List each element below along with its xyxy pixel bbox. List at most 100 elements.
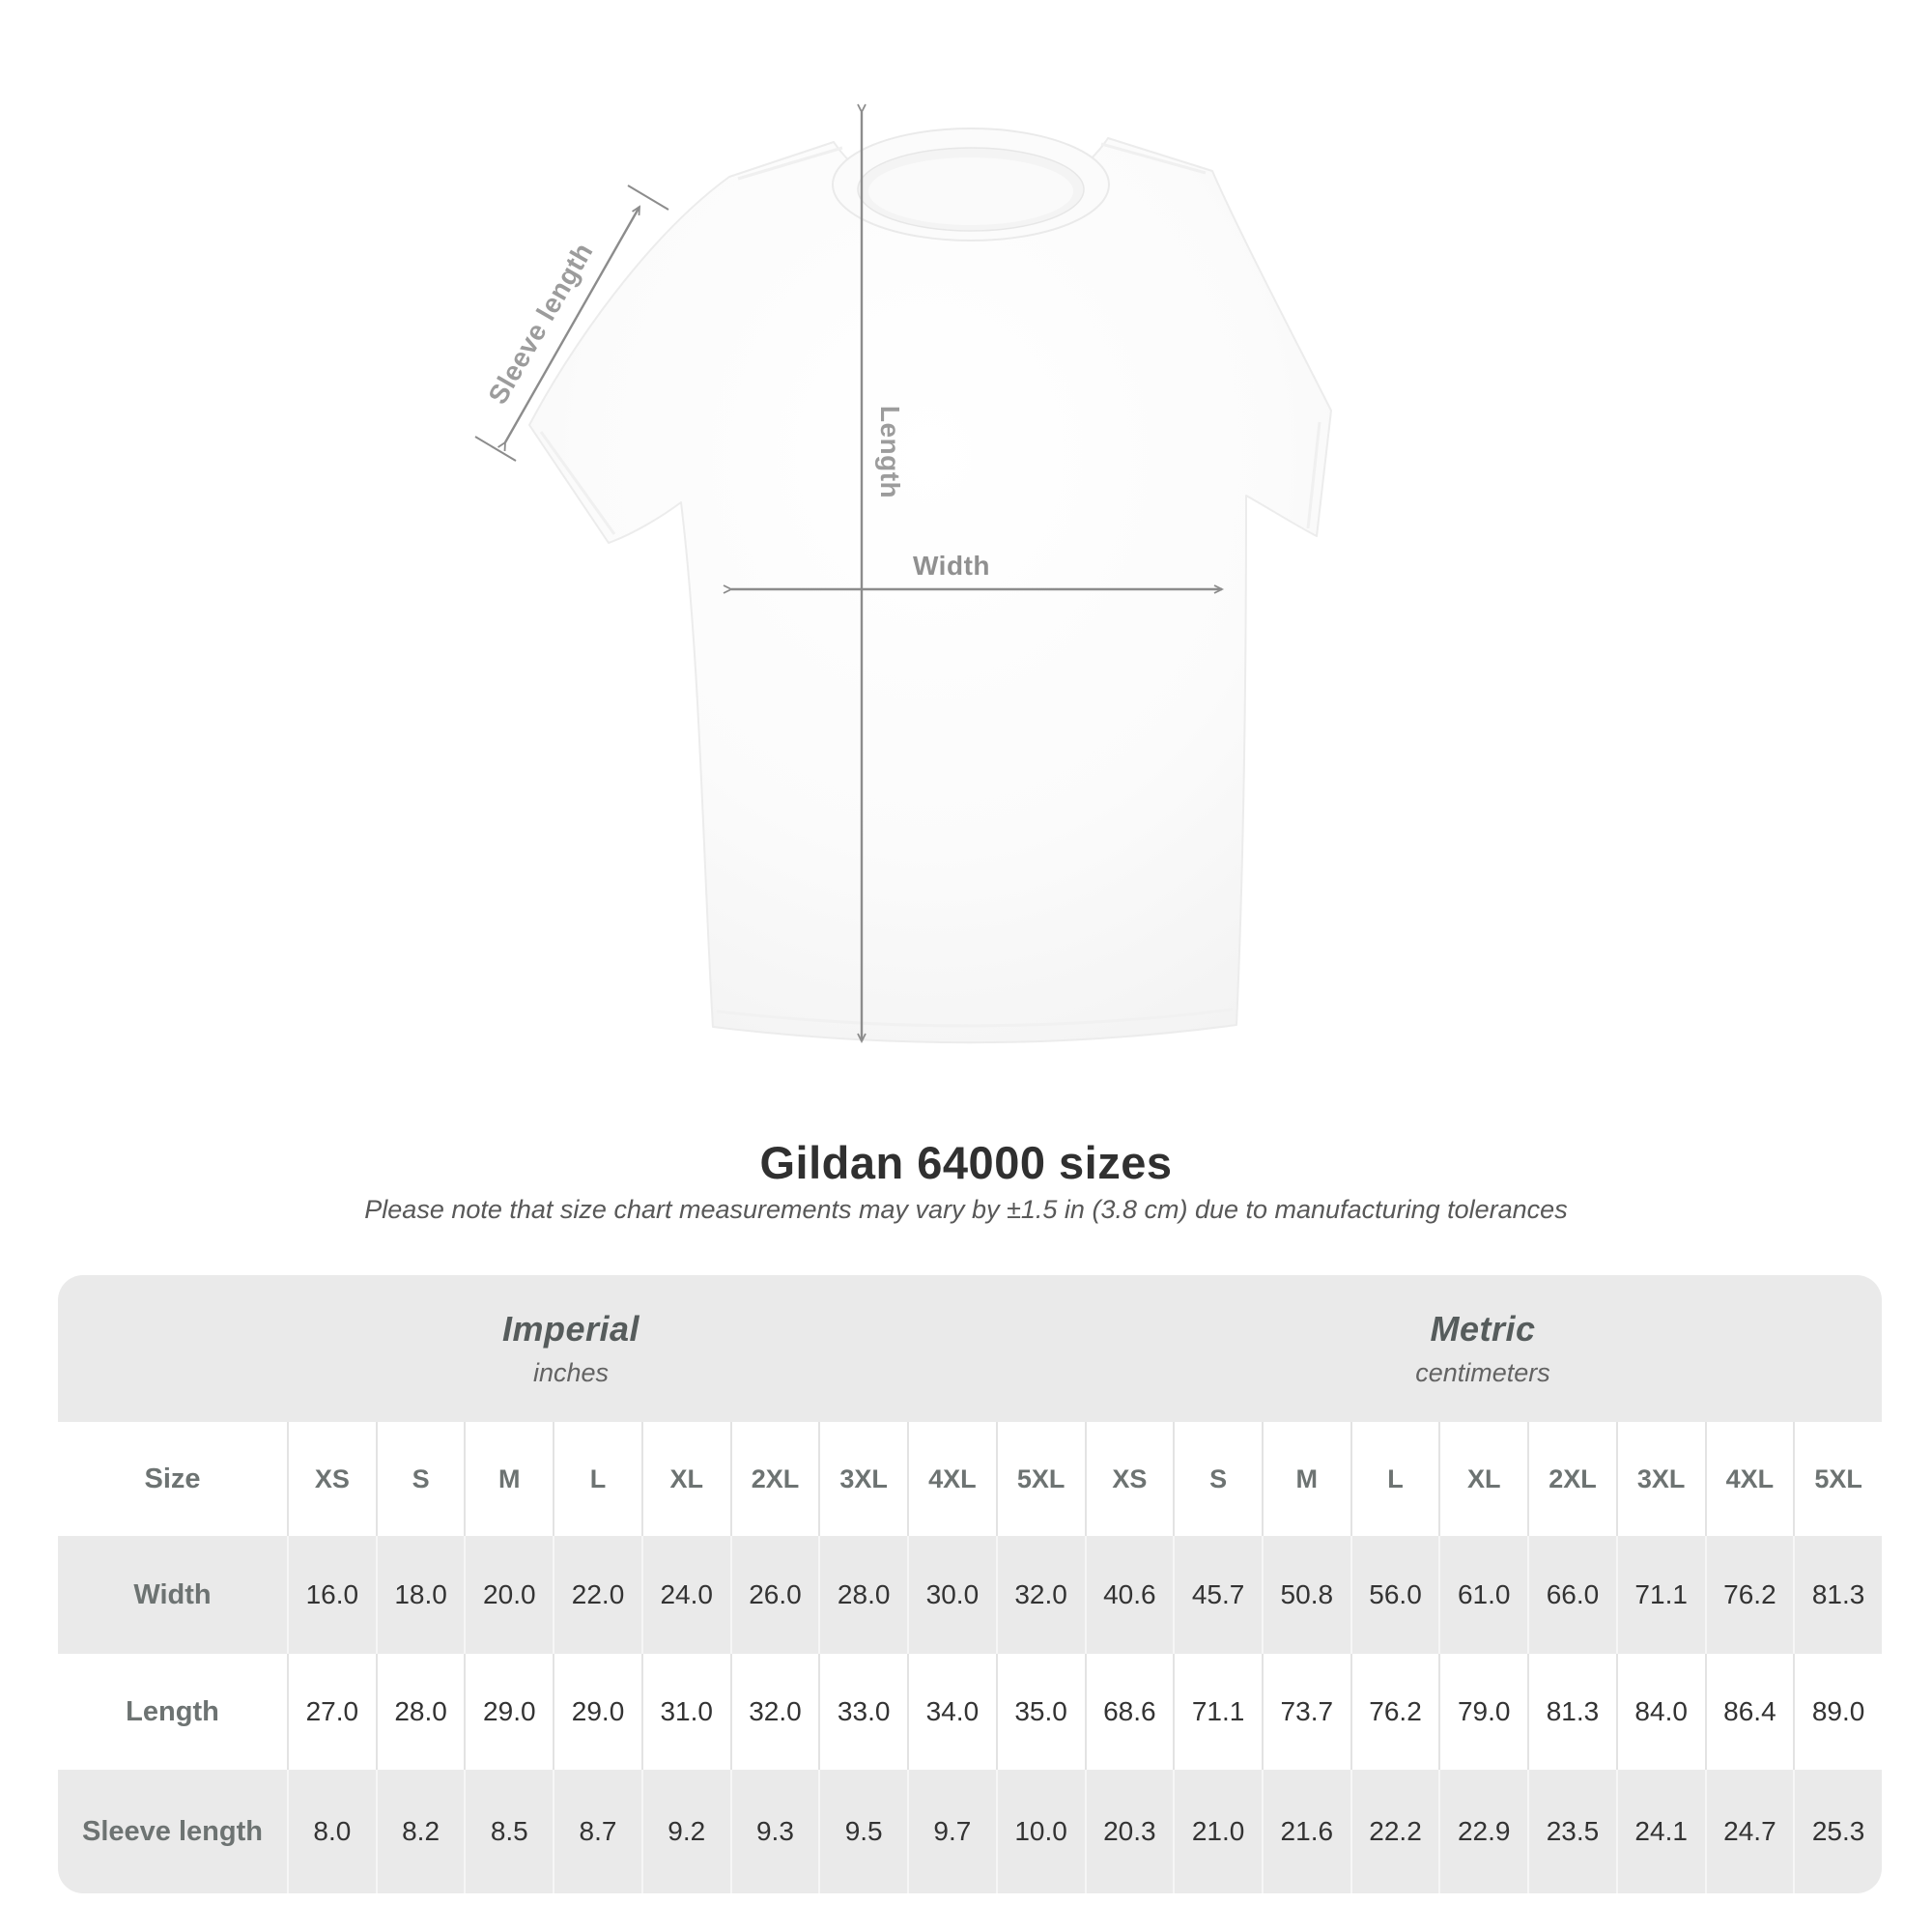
length-label: Length [875, 405, 905, 499]
length-value-cell: 28.0 [375, 1654, 465, 1770]
width-value-cell: 24.0 [640, 1536, 730, 1654]
sleeve-value-cell: 8.5 [464, 1770, 553, 1893]
width-value-cell: 28.0 [818, 1536, 907, 1654]
size-column-header: 4XL [1704, 1422, 1794, 1536]
width-row-label: Width [133, 1578, 212, 1610]
length-value-cell: 29.0 [464, 1654, 553, 1770]
length-value-cell: 81.3 [1527, 1654, 1616, 1770]
tolerance-note: Please note that size chart measurements… [364, 1195, 1568, 1224]
sleeve-value-cell: 10.0 [995, 1770, 1085, 1893]
length-value-cell: 27.0 [287, 1654, 376, 1770]
width-imperial-group: 16.0 18.0 20.0 22.0 24.0 26.0 28.0 30.0 32.0 [287, 1536, 1085, 1654]
sleeve-value-cell: 24.7 [1704, 1770, 1794, 1893]
length-row-label: Length [126, 1695, 219, 1727]
length-value-cell: 35.0 [995, 1654, 1085, 1770]
size-column-header: 5XL [995, 1422, 1085, 1536]
metric-unit: centimeters [1415, 1358, 1550, 1387]
sleeve-value-cell: 22.2 [1350, 1770, 1439, 1893]
size-column-header: 3XL [1615, 1422, 1705, 1536]
sleeve-row-label: Sleeve length [82, 1815, 263, 1847]
length-value-cell: 71.1 [1173, 1654, 1262, 1770]
imperial-title: Imperial [501, 1309, 640, 1349]
length-value-cell: 79.0 [1438, 1654, 1527, 1770]
sleeve-value-cell: 9.3 [729, 1770, 819, 1893]
sleeve-value-cell: 24.1 [1615, 1770, 1705, 1893]
size-diagram: Sleeve length Length Width [474, 103, 1332, 1044]
sleeve-value-cell: 21.6 [1261, 1770, 1350, 1893]
sleeve-value-cell: 22.9 [1438, 1770, 1527, 1893]
length-metric-group: 68.6 71.1 73.7 76.2 79.0 81.3 84.0 86.4 89.0 [1084, 1654, 1883, 1770]
length-value-cell: 73.7 [1261, 1654, 1350, 1770]
width-value-cell: 50.8 [1261, 1536, 1350, 1654]
size-column-header: XL [1438, 1422, 1527, 1536]
length-value-cell: 29.0 [553, 1654, 641, 1770]
sleeve-value-cell: 8.7 [553, 1770, 641, 1893]
width-value-cell: 81.3 [1793, 1536, 1882, 1654]
metric-header: Metric centimeters [1084, 1309, 1882, 1388]
width-value-cell: 16.0 [287, 1536, 376, 1654]
size-column-header: XS [1084, 1422, 1174, 1536]
sleeve-metric-group: 20.3 21.0 21.6 22.2 22.9 23.5 24.1 24.7 25.3 [1084, 1770, 1883, 1893]
size-column-header: 2XL [1527, 1422, 1616, 1536]
imperial-unit: inches [532, 1358, 610, 1387]
length-imperial-group: 27.0 28.0 29.0 29.0 31.0 32.0 33.0 34.0 35.0 [287, 1654, 1085, 1770]
sleeve-value-cell: 8.0 [287, 1770, 376, 1893]
sleeve-value-cell: 9.5 [818, 1770, 907, 1893]
width-value-cell: 40.6 [1084, 1536, 1174, 1654]
width-value-cell: 61.0 [1438, 1536, 1527, 1654]
size-column-header: XL [640, 1422, 730, 1536]
length-value-cell: 32.0 [729, 1654, 819, 1770]
size-column-header: M [1261, 1422, 1350, 1536]
length-value-cell: 76.2 [1350, 1654, 1439, 1770]
metric-sizes-group: XS S M L XL 2XL 3XL 4XL 5XL [1084, 1422, 1883, 1536]
size-column-header: M [464, 1422, 553, 1536]
length-value-cell: 34.0 [907, 1654, 996, 1770]
page-title: Gildan 64000 sizes [759, 1137, 1173, 1188]
width-value-cell: 30.0 [907, 1536, 996, 1654]
sleeve-value-cell: 9.7 [907, 1770, 996, 1893]
size-header-label: Size [144, 1463, 201, 1494]
length-value-cell: 68.6 [1084, 1654, 1174, 1770]
length-value-cell: 89.0 [1793, 1654, 1882, 1770]
width-metric-group: 40.6 45.7 50.8 56.0 61.0 66.0 71.1 76.2 81.3 [1084, 1536, 1883, 1654]
size-column-header: 3XL [818, 1422, 907, 1536]
sleeve-imperial-group: 8.0 8.2 8.5 8.7 9.2 9.3 9.5 9.7 10.0 [287, 1770, 1085, 1893]
length-value-cell: 86.4 [1704, 1654, 1794, 1770]
length-value-cell: 33.0 [818, 1654, 907, 1770]
length-row: Length 27.0 28.0 29.0 29.0 31.0 32.0 33.0 34.0 3… [58, 1654, 1882, 1770]
length-value-cell: 31.0 [640, 1654, 730, 1770]
sleeve-value-cell: 8.2 [375, 1770, 465, 1893]
sleeve-length-row: Sleeve length 8.0 8.2 8.5 8.7 9.2 9.3 9.5 9.7 10… [58, 1770, 1882, 1893]
width-value-cell: 22.0 [553, 1536, 641, 1654]
size-table: Imperial inches Metric centimeters Size … [58, 1275, 1882, 1893]
size-column-header: 5XL [1793, 1422, 1882, 1536]
width-value-cell: 26.0 [729, 1536, 819, 1654]
length-value-cell: 84.0 [1615, 1654, 1705, 1770]
width-value-cell: 71.1 [1615, 1536, 1705, 1654]
metric-title: Metric [1430, 1309, 1536, 1349]
width-label: Width [913, 551, 990, 581]
size-column-header: XS [287, 1422, 376, 1536]
imperial-sizes-group: XS S M L XL 2XL 3XL 4XL 5XL [287, 1422, 1085, 1536]
imperial-header: Imperial inches [58, 1309, 1084, 1388]
sleeve-value-cell: 21.0 [1173, 1770, 1262, 1893]
width-value-cell: 66.0 [1527, 1536, 1616, 1654]
width-value-cell: 76.2 [1704, 1536, 1794, 1654]
width-value-cell: 20.0 [464, 1536, 553, 1654]
size-header-row: Size XS S M L XL 2XL 3XL 4XL 5XL XS S M L XL 2XL 3XL 4X… [58, 1422, 1882, 1536]
size-column-header: L [553, 1422, 641, 1536]
width-value-cell: 56.0 [1350, 1536, 1439, 1654]
size-column-header: 4XL [907, 1422, 996, 1536]
size-column-header: S [1173, 1422, 1262, 1536]
width-row: Width 16.0 18.0 20.0 22.0 24.0 26.0 28.0 30.0 32… [58, 1536, 1882, 1654]
width-value-cell: 32.0 [995, 1536, 1085, 1654]
size-column-header: 2XL [729, 1422, 819, 1536]
unit-header-row: Imperial inches Metric centimeters [58, 1275, 1882, 1422]
sleeve-value-cell: 25.3 [1793, 1770, 1882, 1893]
width-value-cell: 45.7 [1173, 1536, 1262, 1654]
size-column-header: L [1350, 1422, 1439, 1536]
sleeve-value-cell: 20.3 [1084, 1770, 1174, 1893]
width-value-cell: 18.0 [375, 1536, 465, 1654]
sleeve-value-cell: 9.2 [640, 1770, 730, 1893]
size-column-header: S [375, 1422, 465, 1536]
